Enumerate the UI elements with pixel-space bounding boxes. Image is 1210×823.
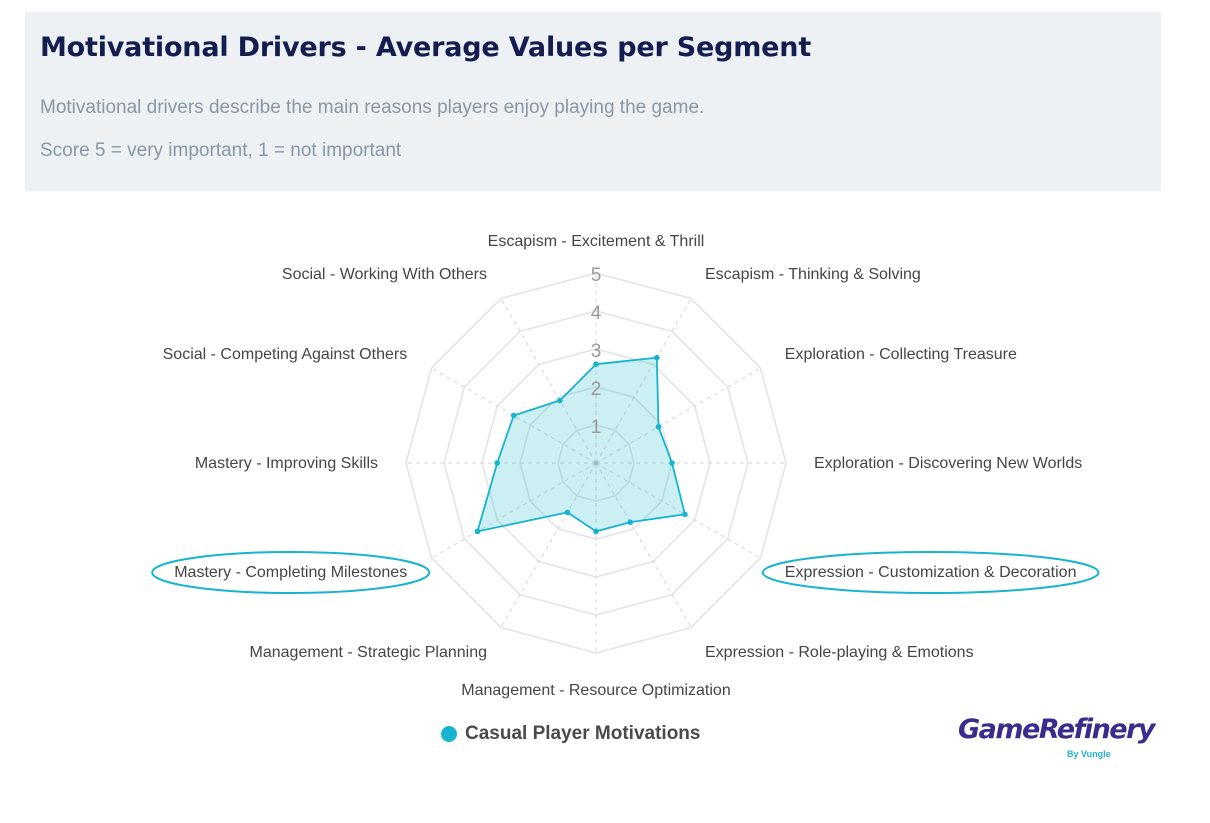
legend: Casual Player Motivations xyxy=(441,723,700,745)
axis-label-2: Escapism - Thinking & Solving xyxy=(705,266,921,283)
data-point-3 xyxy=(655,424,662,430)
axis-label-5: Expression - Customization & Decoration xyxy=(785,564,1077,581)
legend-marker xyxy=(441,726,457,742)
data-point-8 xyxy=(564,509,571,516)
tick-label-2: 2 xyxy=(591,379,602,400)
tick-label-1: 1 xyxy=(591,417,602,438)
data-point-10 xyxy=(494,460,501,466)
data-point-9 xyxy=(474,528,481,535)
axis-label-12: Social - Working With Others xyxy=(282,266,487,283)
axis-label-4: Exploration - Discovering New Worlds xyxy=(814,455,1082,472)
data-point-11 xyxy=(510,412,517,419)
axis-label-10: Mastery - Improving Skills xyxy=(195,455,378,472)
data-point-6 xyxy=(627,519,633,525)
legend-label: Casual Player Motivations xyxy=(465,723,701,744)
data-point-1 xyxy=(593,361,599,368)
tick-label-5: 5 xyxy=(591,265,602,286)
axis-label-11: Social - Competing Against Others xyxy=(163,346,408,363)
data-point-4 xyxy=(669,460,675,466)
gamerefinery-logo: GameRefinery By Vungle xyxy=(958,714,1156,764)
axis-label-3: Exploration - Collecting Treasure xyxy=(785,346,1017,363)
subtitle-line-2: Score 5 = very important, 1 = not import… xyxy=(40,140,402,161)
logo-wordmark: GameRefinery xyxy=(958,714,1156,745)
axis-label-8: Management - Strategic Planning xyxy=(250,644,487,661)
axis-label-7: Management - Resource Optimization xyxy=(461,682,730,699)
radar-grid xyxy=(405,272,787,654)
data-point-12 xyxy=(557,397,563,404)
axis-label-6: Expression - Role-playing & Emotions xyxy=(705,644,974,661)
radar-ticks: 1 2 3 4 5 xyxy=(591,265,602,438)
tick-label-3: 3 xyxy=(591,341,602,362)
data-point-2 xyxy=(654,354,660,361)
series-area-1 xyxy=(476,356,686,533)
grid-ring-1 xyxy=(557,424,635,502)
axis-label-9: Mastery - Completing Milestones xyxy=(174,564,407,581)
highlight-ellipse-9 xyxy=(151,551,431,594)
data-point-7 xyxy=(593,528,599,535)
radar-center xyxy=(594,461,598,465)
radar-series xyxy=(474,354,688,535)
logo-byline: By Vungle xyxy=(1067,749,1111,759)
data-point-5 xyxy=(682,511,688,518)
axis-label-1: Escapism - Excitement & Thrill xyxy=(488,233,705,250)
grid-ring-5 xyxy=(405,272,787,654)
highlight-ellipse-5 xyxy=(761,551,1100,594)
tick-label-4: 4 xyxy=(591,303,602,324)
subtitle-line-1: Motivational drivers describe the main r… xyxy=(40,97,705,118)
radar-highlights xyxy=(151,551,1100,594)
page-title: Motivational Drivers - Average Values pe… xyxy=(40,32,812,63)
header-panel xyxy=(25,12,1161,191)
